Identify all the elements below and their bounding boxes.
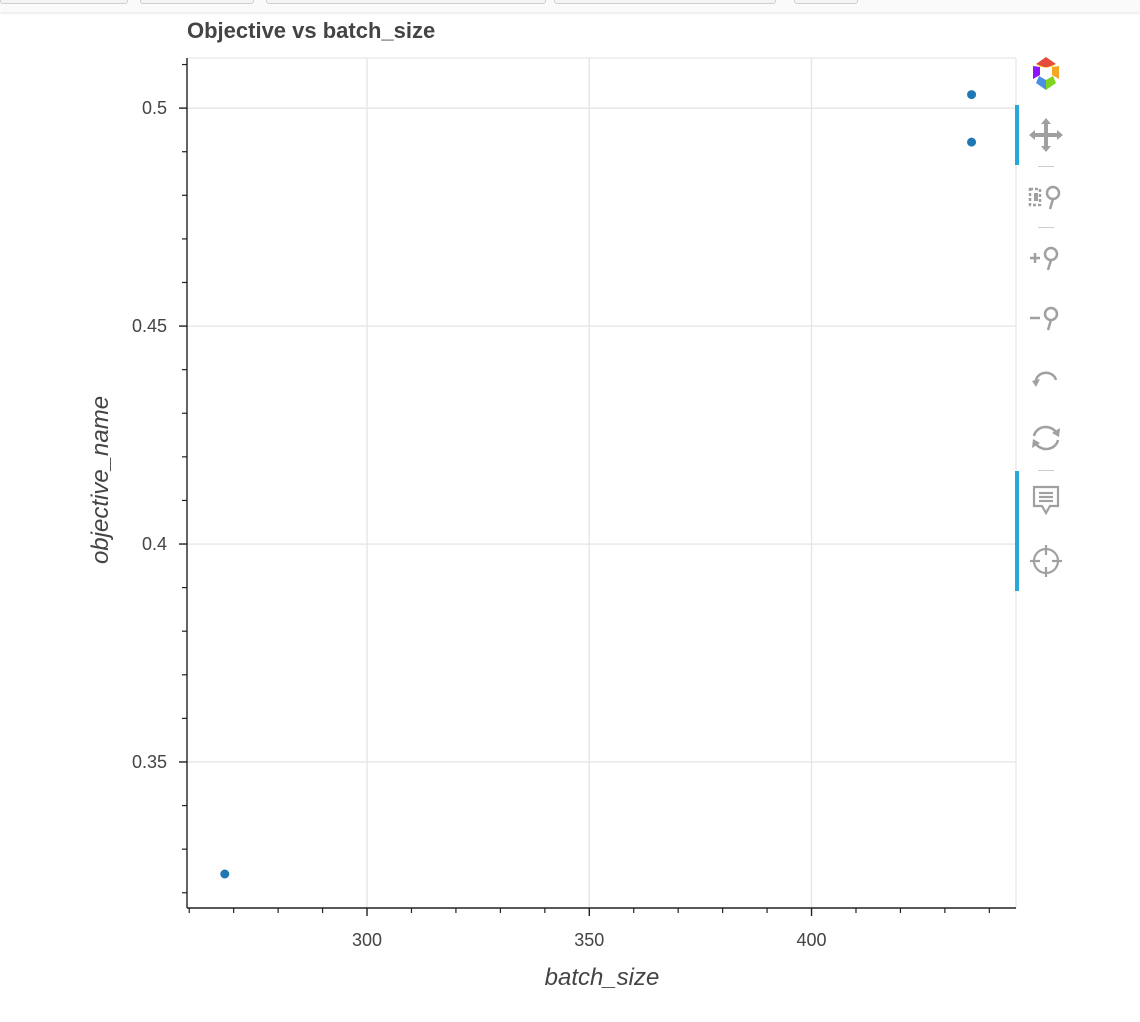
crosshair-tool-icon xyxy=(1030,545,1062,577)
x-axis-label: batch_size xyxy=(545,964,660,991)
pan-tool-icon xyxy=(1029,118,1063,152)
undo-tool[interactable] xyxy=(1026,358,1066,398)
top-tab[interactable] xyxy=(140,0,254,4)
y-tick-label: 0.5 xyxy=(142,98,167,118)
top-tab[interactable] xyxy=(554,0,776,4)
active-tool-indicator xyxy=(1015,471,1019,591)
reset-tool-icon xyxy=(1032,425,1060,451)
zoom-out-tool[interactable] xyxy=(1026,298,1066,338)
data-point xyxy=(220,869,230,879)
chart-title: Objective vs batch_size xyxy=(187,18,435,43)
y-tick-label: 0.4 xyxy=(142,534,167,554)
reset-tool[interactable] xyxy=(1026,418,1066,458)
box-zoom-tool-icon xyxy=(1028,185,1061,210)
top-tab-strip xyxy=(0,0,1140,12)
plot-toolbar xyxy=(1014,50,1078,610)
zoom-in-tool-icon xyxy=(1030,246,1059,271)
y-axis-ticks: 0.35 0.4 0.45 0.5 xyxy=(132,63,187,894)
top-tab[interactable] xyxy=(266,0,546,4)
data-point xyxy=(967,137,977,147)
data-points xyxy=(220,90,977,879)
x-tick-label: 300 xyxy=(352,930,382,950)
zoom-in-tool[interactable] xyxy=(1026,238,1066,278)
toolbar-separator xyxy=(1038,227,1054,228)
y-axis-label: objective_name xyxy=(87,396,114,564)
active-tool-indicator xyxy=(1015,105,1019,165)
x-tick-label: 350 xyxy=(574,930,604,950)
crosshair-tool[interactable] xyxy=(1026,541,1066,581)
top-tab[interactable] xyxy=(794,0,858,4)
grid-lines xyxy=(187,57,1017,908)
top-tab[interactable] xyxy=(0,0,128,4)
data-point xyxy=(967,90,977,100)
toolbar-separator xyxy=(1038,470,1054,471)
hover-tool-icon xyxy=(1032,485,1060,516)
toolbar-separator xyxy=(1038,166,1054,167)
bokeh-logo[interactable] xyxy=(1026,53,1066,93)
hover-tool[interactable] xyxy=(1026,480,1066,520)
box-zoom-tool[interactable] xyxy=(1026,177,1066,217)
y-tick-label: 0.35 xyxy=(132,752,167,772)
y-tick-label: 0.45 xyxy=(132,316,167,336)
zoom-out-tool-icon xyxy=(1030,306,1059,331)
x-tick-label: 400 xyxy=(797,930,827,950)
pan-tool[interactable] xyxy=(1026,115,1066,155)
bokeh-logo-icon xyxy=(1033,57,1059,90)
undo-tool-icon xyxy=(1032,371,1058,387)
x-axis-ticks: 300 350 400 xyxy=(188,908,990,950)
